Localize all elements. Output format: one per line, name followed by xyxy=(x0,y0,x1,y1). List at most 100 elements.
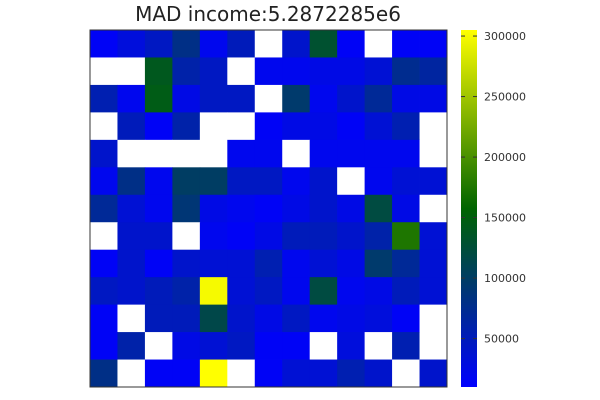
heatmap-cell xyxy=(392,57,420,86)
heatmap-cell xyxy=(392,249,420,278)
heatmap-cell xyxy=(364,359,393,388)
colorbar-tick-label: 150000 xyxy=(484,212,526,225)
heatmap-cell xyxy=(309,167,338,196)
heatmap-cell xyxy=(144,277,173,306)
heatmap-cell xyxy=(172,57,201,86)
heatmap-cell xyxy=(392,222,420,251)
heatmap-cell xyxy=(90,277,118,306)
plot-frame xyxy=(89,29,448,388)
heatmap-cell xyxy=(199,30,228,58)
heatmap-cell xyxy=(337,30,366,58)
heatmap-cell xyxy=(337,304,366,333)
heatmap-cell xyxy=(117,112,146,141)
heatmap-cell xyxy=(254,194,283,223)
heatmap-cell xyxy=(144,84,173,113)
heatmap-cell xyxy=(254,57,283,86)
heatmap-cell xyxy=(117,30,146,58)
heatmap-cell xyxy=(419,112,448,141)
heatmap-cell xyxy=(117,57,146,86)
heatmap-cell xyxy=(309,332,338,360)
heatmap-cell xyxy=(392,359,420,388)
heatmap-cell xyxy=(392,139,420,168)
heatmap-cell xyxy=(392,30,420,58)
heatmap-cell xyxy=(90,57,118,86)
heatmap-cell xyxy=(117,277,146,306)
heatmap-cell xyxy=(227,167,256,196)
heatmap-cell xyxy=(364,332,393,360)
heatmap-cell xyxy=(227,112,256,141)
heatmap-cell xyxy=(392,194,420,223)
heatmap-cell xyxy=(282,249,311,278)
heatmap-cell xyxy=(364,194,393,223)
heatmap-cell xyxy=(144,112,173,141)
heatmap-cell xyxy=(254,304,283,333)
heatmap-cell xyxy=(199,359,228,388)
heatmap-cell xyxy=(227,277,256,306)
heatmap-cell xyxy=(364,84,393,113)
heatmap-cell xyxy=(227,139,256,168)
heatmap-cell xyxy=(199,222,228,251)
heatmap-cell xyxy=(364,30,393,58)
heatmap-cell xyxy=(419,167,448,196)
heatmap-cell xyxy=(144,194,173,223)
heatmap-cell xyxy=(254,332,283,360)
heatmap-cell xyxy=(337,139,366,168)
heatmap-cell xyxy=(309,112,338,141)
heatmap-cell xyxy=(254,249,283,278)
heatmap-cell xyxy=(419,304,448,333)
heatmap-cell xyxy=(309,359,338,388)
heatmap-cell xyxy=(227,249,256,278)
heatmap-cell xyxy=(309,57,338,86)
colorbar-tick-label: 50000 xyxy=(484,333,519,346)
heatmap-cell xyxy=(337,57,366,86)
heatmap-cell xyxy=(419,222,448,251)
heatmap-cell xyxy=(254,222,283,251)
heatmap-cell xyxy=(254,359,283,388)
heatmap-cell xyxy=(282,304,311,333)
heatmap-cell xyxy=(117,249,146,278)
heatmap-cell xyxy=(254,277,283,306)
heatmap-cell xyxy=(227,332,256,360)
heatmap-cell xyxy=(117,332,146,360)
heatmap-cell xyxy=(199,304,228,333)
heatmap-cell xyxy=(117,304,146,333)
heatmap-cell xyxy=(392,332,420,360)
heatmap-cell xyxy=(337,277,366,306)
heatmap-cell xyxy=(392,277,420,306)
heatmap-cell xyxy=(199,139,228,168)
heatmap-cell xyxy=(282,359,311,388)
heatmap-cell xyxy=(199,167,228,196)
heatmap-cell xyxy=(172,84,201,113)
heatmap-cell xyxy=(90,359,118,388)
heatmap-cell xyxy=(199,57,228,86)
heatmap-cell xyxy=(117,194,146,223)
heatmap-cell xyxy=(117,84,146,113)
heatmap-cell xyxy=(199,332,228,360)
heatmap-cell xyxy=(254,112,283,141)
heatmap-cell xyxy=(364,249,393,278)
heatmap-cell xyxy=(90,194,118,223)
heatmap-cell xyxy=(337,194,366,223)
heatmap-cell xyxy=(419,249,448,278)
heatmap-cell xyxy=(282,112,311,141)
heatmap-cell xyxy=(172,139,201,168)
heatmap-cell xyxy=(282,332,311,360)
heatmap-cell xyxy=(337,359,366,388)
heatmap-cell xyxy=(337,332,366,360)
heatmap-cell xyxy=(90,139,118,168)
heatmap-cell xyxy=(227,304,256,333)
heatmap-cell xyxy=(392,112,420,141)
colorbar-tick-label: 200000 xyxy=(484,151,526,164)
heatmap-cell xyxy=(282,139,311,168)
heatmap-cell xyxy=(199,249,228,278)
heatmap-cell xyxy=(144,57,173,86)
heatmap-cell xyxy=(172,112,201,141)
heatmap-cell xyxy=(337,112,366,141)
heatmap-cell xyxy=(172,249,201,278)
heatmap-cell xyxy=(227,359,256,388)
heatmap-cell xyxy=(199,84,228,113)
heatmap-cell xyxy=(337,249,366,278)
heatmap-cell xyxy=(144,167,173,196)
heatmap-cell xyxy=(227,194,256,223)
